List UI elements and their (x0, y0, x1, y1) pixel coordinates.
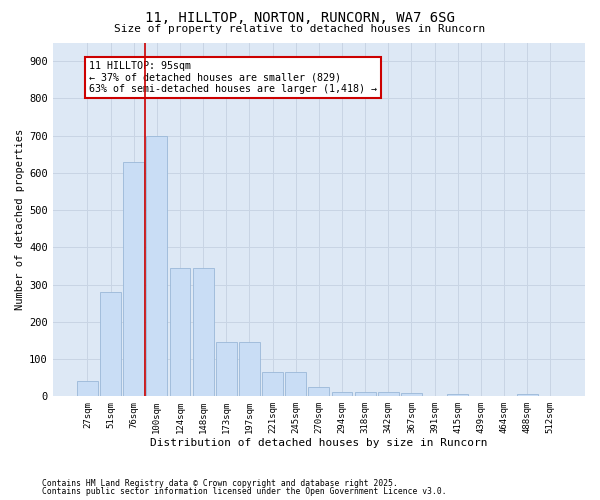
Text: 11 HILLTOP: 95sqm
← 37% of detached houses are smaller (829)
63% of semi-detache: 11 HILLTOP: 95sqm ← 37% of detached hous… (89, 62, 377, 94)
Bar (308, 387, 329, 396)
Bar (355, 392, 376, 396)
Bar (77, 382, 98, 396)
Bar (262, 372, 283, 396)
Bar (123, 162, 144, 396)
Bar (146, 136, 167, 396)
Bar (517, 394, 538, 396)
Y-axis label: Number of detached properties: Number of detached properties (15, 128, 25, 310)
Text: 11, HILLTOP, NORTON, RUNCORN, WA7 6SG: 11, HILLTOP, NORTON, RUNCORN, WA7 6SG (145, 11, 455, 25)
Bar (401, 393, 422, 396)
Bar (332, 392, 352, 396)
Bar (100, 292, 121, 396)
Bar (378, 392, 399, 396)
Bar (286, 372, 306, 396)
Bar (170, 268, 190, 396)
Text: Contains public sector information licensed under the Open Government Licence v3: Contains public sector information licen… (42, 487, 446, 496)
Text: Contains HM Land Registry data © Crown copyright and database right 2025.: Contains HM Land Registry data © Crown c… (42, 478, 398, 488)
Bar (448, 394, 468, 396)
Bar (239, 342, 260, 396)
Bar (193, 268, 214, 396)
Bar (216, 342, 237, 396)
X-axis label: Distribution of detached houses by size in Runcorn: Distribution of detached houses by size … (150, 438, 488, 448)
Text: Size of property relative to detached houses in Runcorn: Size of property relative to detached ho… (115, 24, 485, 34)
